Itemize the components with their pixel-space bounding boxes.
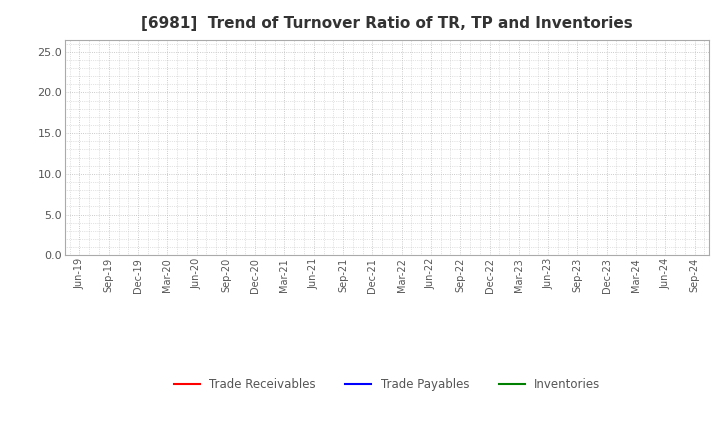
Title: [6981]  Trend of Turnover Ratio of TR, TP and Inventories: [6981] Trend of Turnover Ratio of TR, TP… [141,16,633,32]
Legend: Trade Receivables, Trade Payables, Inventories: Trade Receivables, Trade Payables, Inven… [169,373,605,396]
